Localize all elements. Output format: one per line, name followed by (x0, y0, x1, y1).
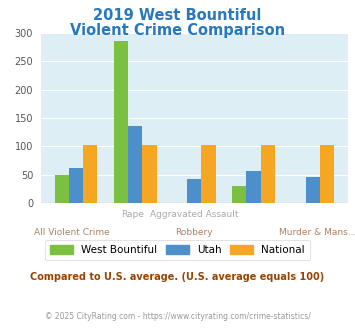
Bar (55, 175, 69, 203)
Text: Robbery: Robbery (176, 228, 213, 237)
Bar (128, 126, 142, 203)
Text: © 2025 CityRating.com - https://www.cityrating.com/crime-statistics/: © 2025 CityRating.com - https://www.city… (45, 312, 310, 321)
Bar (69, 168, 83, 203)
Bar (114, 42, 128, 203)
Text: Rape: Rape (121, 210, 144, 218)
Bar (142, 145, 157, 203)
Text: Violent Crime Comparison: Violent Crime Comparison (70, 23, 285, 38)
Bar (246, 171, 261, 203)
Bar (306, 177, 320, 203)
Bar (232, 186, 246, 203)
Text: 2019 West Bountiful: 2019 West Bountiful (93, 8, 262, 23)
Bar (187, 179, 201, 203)
Text: Compared to U.S. average. (U.S. average equals 100): Compared to U.S. average. (U.S. average … (31, 272, 324, 282)
Bar (83, 145, 97, 203)
Text: Murder & Mans...: Murder & Mans... (279, 228, 355, 237)
Text: All Violent Crime: All Violent Crime (34, 228, 109, 237)
Bar (201, 145, 215, 203)
Bar (320, 145, 334, 203)
Legend: West Bountiful, Utah, National: West Bountiful, Utah, National (45, 240, 310, 260)
Text: Aggravated Assault: Aggravated Assault (150, 210, 239, 218)
Bar (261, 145, 275, 203)
